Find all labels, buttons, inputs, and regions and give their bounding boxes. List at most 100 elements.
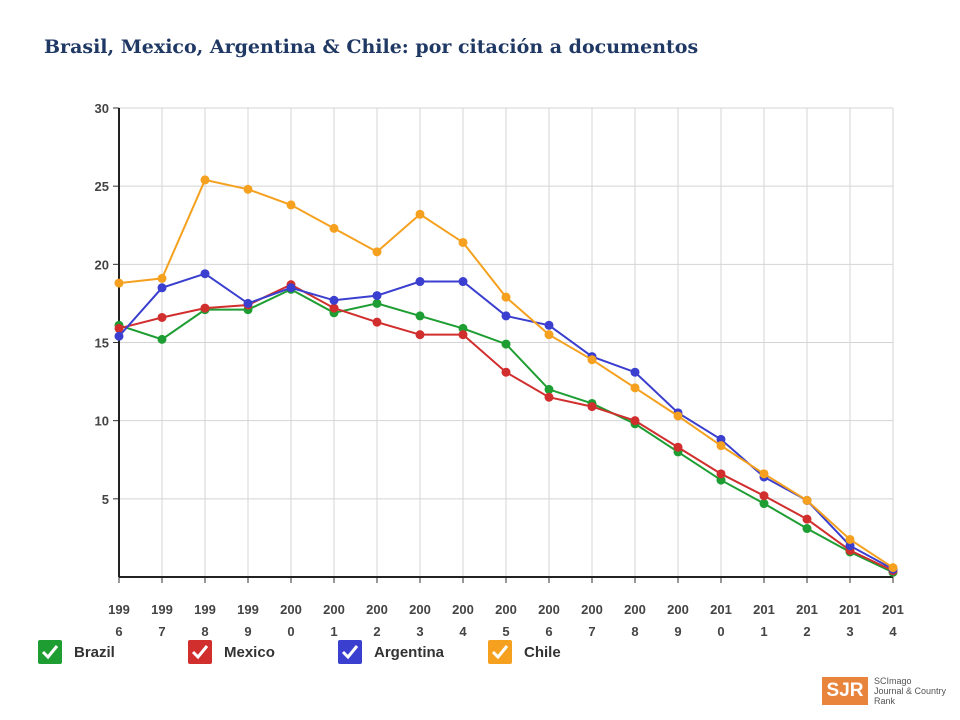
data-point-chile — [286, 200, 296, 210]
x-tick-label: 7 — [588, 624, 595, 639]
x-tick-labels: 199 6 199 7 199 8 199 9 200 0 200 1 200 2 200 3 200 4 200 5… — [108, 602, 904, 639]
argentina-check-icon[interactable] — [338, 640, 362, 664]
legend-item-brazil[interactable]: Brazil — [38, 638, 115, 666]
x-tick-label: 200 — [280, 602, 302, 617]
x-tick-label: 199 — [194, 602, 216, 617]
x-tick-label: 199 — [151, 602, 173, 617]
data-point-chile — [501, 292, 511, 302]
y-tick-label: 25 — [95, 179, 109, 194]
x-tick-label: 3 — [416, 624, 423, 639]
x-tick-label: 5 — [502, 624, 509, 639]
data-point-mexico — [501, 367, 511, 377]
x-tick-label: 200 — [452, 602, 474, 617]
x-tick-label: 199 — [237, 602, 259, 617]
x-tick-label: 199 — [108, 602, 130, 617]
data-point-mexico — [114, 323, 124, 333]
legend-item-argentina[interactable]: Argentina — [338, 638, 444, 666]
data-point-argentina — [415, 277, 425, 287]
data-point-argentina — [544, 320, 554, 330]
data-point-chile — [243, 184, 253, 194]
x-tick-label: 201 — [710, 602, 732, 617]
legend-item-chile[interactable]: Chile — [488, 638, 561, 666]
brazil-check-icon[interactable] — [38, 640, 62, 664]
x-tick-label: 0 — [287, 624, 294, 639]
sjr-logo-line3: Rank — [874, 696, 896, 706]
x-tick-label: 6 — [115, 624, 122, 639]
x-tick-label: 3 — [846, 624, 853, 639]
data-point-chile — [544, 330, 554, 340]
x-tick-label: 2 — [373, 624, 380, 639]
data-point-brazil — [544, 384, 554, 394]
data-point-argentina — [157, 283, 167, 293]
data-point-argentina — [501, 311, 511, 321]
x-tick-label: 200 — [495, 602, 517, 617]
data-point-mexico — [200, 303, 210, 313]
data-point-chile — [372, 247, 382, 257]
y-tick-labels: 5 10 15 20 25 30 — [95, 101, 109, 507]
data-point-brazil — [802, 524, 812, 534]
series-group — [114, 175, 898, 577]
y-tick-label: 5 — [102, 492, 109, 507]
data-point-mexico — [673, 442, 683, 452]
data-point-chile — [888, 563, 898, 573]
legend-item-mexico[interactable]: Mexico — [188, 638, 275, 666]
sjr-logo: SJR SCImago Journal & Country Rank — [822, 676, 946, 706]
data-point-mexico — [157, 312, 167, 322]
x-tick-label: 200 — [667, 602, 689, 617]
x-tick-label: 0 — [717, 624, 724, 639]
x-tick-label: 4 — [459, 624, 467, 639]
data-point-chile — [458, 237, 468, 247]
data-point-brazil — [501, 339, 511, 349]
x-tick-label: 2 — [803, 624, 810, 639]
sjr-logo-line1: SCImago — [874, 676, 912, 686]
data-point-mexico — [716, 469, 726, 479]
x-tick-label: 8 — [201, 624, 208, 639]
data-point-mexico — [544, 392, 554, 402]
data-point-chile — [329, 223, 339, 233]
axes — [113, 107, 894, 583]
y-tick-label: 10 — [95, 414, 109, 429]
x-tick-label: 200 — [538, 602, 560, 617]
data-point-argentina — [630, 367, 640, 377]
data-point-argentina — [286, 283, 296, 293]
y-tick-label: 30 — [95, 101, 109, 116]
x-tick-label: 200 — [624, 602, 646, 617]
x-tick-label: 8 — [631, 624, 638, 639]
x-tick-label: 201 — [753, 602, 775, 617]
data-point-argentina — [372, 291, 382, 301]
data-point-argentina — [329, 295, 339, 305]
data-point-chile — [587, 355, 597, 365]
data-point-mexico — [630, 416, 640, 426]
data-point-mexico — [587, 402, 597, 412]
sjr-logo-line2: Journal & Country — [874, 686, 947, 696]
x-tick-label: 1 — [760, 624, 767, 639]
y-tick-label: 20 — [95, 257, 109, 272]
legend-label-brazil: Brazil — [74, 643, 115, 661]
x-tick-label: 4 — [889, 624, 897, 639]
slide-title: Brasil, Mexico, Argentina & Chile: por c… — [44, 36, 699, 58]
data-point-chile — [415, 209, 425, 219]
data-point-chile — [630, 383, 640, 393]
x-tick-label: 200 — [323, 602, 345, 617]
data-point-mexico — [458, 330, 468, 340]
chile-check-icon[interactable] — [488, 640, 512, 664]
data-point-brazil — [759, 499, 769, 509]
data-point-brazil — [372, 298, 382, 308]
data-point-brazil — [157, 334, 167, 344]
data-point-chile — [802, 495, 812, 505]
sjr-logo-text: SCImago Journal & Country Rank — [874, 676, 946, 706]
data-point-argentina — [114, 331, 124, 341]
x-tick-label: 6 — [545, 624, 552, 639]
legend-label-argentina: Argentina — [374, 643, 445, 661]
data-point-mexico — [329, 303, 339, 313]
data-point-argentina — [845, 541, 855, 551]
x-tick-label: 7 — [158, 624, 165, 639]
x-tick-label: 201 — [882, 602, 904, 617]
x-tick-label: 9 — [674, 624, 681, 639]
data-point-chile — [716, 441, 726, 451]
y-tick-label: 15 — [95, 336, 109, 351]
mexico-check-icon[interactable] — [188, 640, 212, 664]
legend-label-mexico: Mexico — [224, 643, 275, 661]
x-tick-label: 9 — [244, 624, 251, 639]
